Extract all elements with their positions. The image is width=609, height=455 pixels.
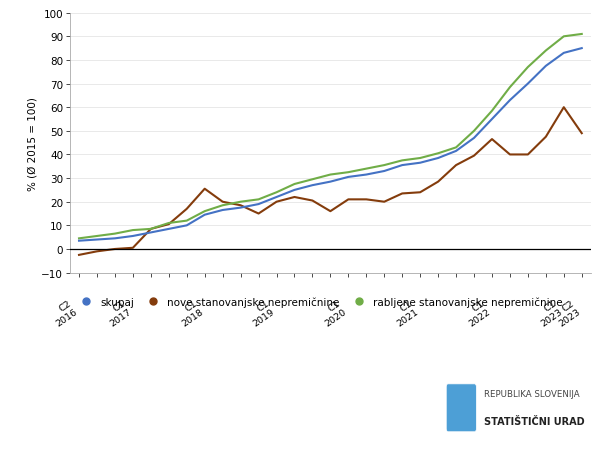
Y-axis label: % (Ø 2015 = 100): % (Ø 2015 = 100): [27, 96, 37, 190]
Text: C2
2023: C2 2023: [551, 298, 582, 328]
Text: C1
2017: C1 2017: [102, 298, 133, 328]
FancyBboxPatch shape: [446, 384, 476, 432]
Text: C1
2020: C1 2020: [317, 298, 348, 328]
Text: REPUBLIKA SLOVENIJA: REPUBLIKA SLOVENIJA: [484, 389, 580, 398]
Text: C1
2019: C1 2019: [245, 298, 276, 328]
Text: C1
2021: C1 2021: [389, 298, 420, 328]
Text: C1
2023: C1 2023: [533, 298, 564, 328]
Text: STATIŠTIČNI URAD: STATIŠTIČNI URAD: [484, 416, 585, 426]
Text: C1
2022: C1 2022: [461, 298, 492, 328]
Legend: skupaj, nove stanovanjske nepremičnine, rabljene stanovanjske nepremičnine: skupaj, nove stanovanjske nepremičnine, …: [76, 296, 563, 307]
Text: C1
2018: C1 2018: [174, 298, 205, 328]
Text: C2
2016: C2 2016: [48, 298, 79, 328]
